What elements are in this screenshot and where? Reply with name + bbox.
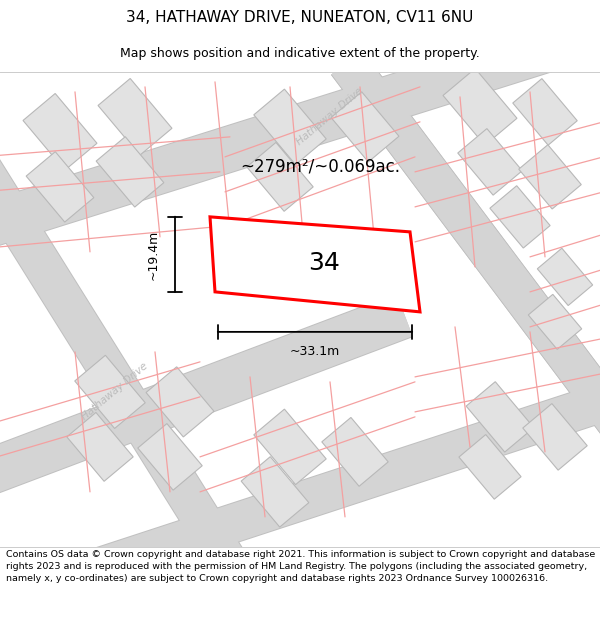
Polygon shape	[138, 424, 202, 490]
Text: 34: 34	[308, 251, 340, 275]
Polygon shape	[0, 0, 600, 260]
Polygon shape	[89, 368, 600, 586]
Polygon shape	[528, 294, 582, 349]
Polygon shape	[0, 294, 413, 510]
Text: ~19.4m: ~19.4m	[146, 229, 160, 279]
Polygon shape	[322, 418, 388, 486]
Polygon shape	[96, 137, 164, 207]
Polygon shape	[443, 69, 517, 145]
Polygon shape	[89, 366, 600, 588]
Polygon shape	[0, 102, 269, 611]
Polygon shape	[75, 355, 145, 429]
Text: 34, HATHAWAY DRIVE, NUNEATON, CV11 6NU: 34, HATHAWAY DRIVE, NUNEATON, CV11 6NU	[127, 11, 473, 26]
Text: ~279m²/~0.069ac.: ~279m²/~0.069ac.	[240, 158, 400, 176]
Polygon shape	[331, 92, 399, 162]
Polygon shape	[0, 0, 600, 261]
Polygon shape	[98, 79, 172, 155]
Polygon shape	[0, 102, 269, 612]
Polygon shape	[466, 382, 534, 452]
Polygon shape	[523, 404, 587, 470]
Polygon shape	[210, 217, 420, 312]
Text: ~33.1m: ~33.1m	[290, 346, 340, 358]
Polygon shape	[331, 51, 600, 483]
Text: Hathaway Drive: Hathaway Drive	[80, 361, 150, 423]
Polygon shape	[254, 409, 326, 484]
Polygon shape	[332, 51, 600, 483]
Polygon shape	[513, 79, 577, 145]
Text: Map shows position and indicative extent of the property.: Map shows position and indicative extent…	[120, 48, 480, 61]
Polygon shape	[331, 51, 600, 483]
Polygon shape	[247, 142, 313, 211]
Polygon shape	[254, 89, 326, 164]
Polygon shape	[0, 293, 413, 511]
Polygon shape	[241, 457, 309, 527]
Polygon shape	[519, 145, 581, 209]
Text: Hathaway Drive: Hathaway Drive	[295, 86, 365, 148]
Polygon shape	[538, 248, 593, 306]
Polygon shape	[67, 412, 133, 481]
Polygon shape	[490, 186, 550, 248]
Polygon shape	[146, 367, 214, 437]
Polygon shape	[332, 51, 600, 483]
Polygon shape	[458, 129, 522, 195]
Polygon shape	[459, 434, 521, 499]
Polygon shape	[26, 152, 94, 222]
Polygon shape	[23, 94, 97, 170]
Text: Contains OS data © Crown copyright and database right 2021. This information is : Contains OS data © Crown copyright and d…	[6, 550, 595, 582]
